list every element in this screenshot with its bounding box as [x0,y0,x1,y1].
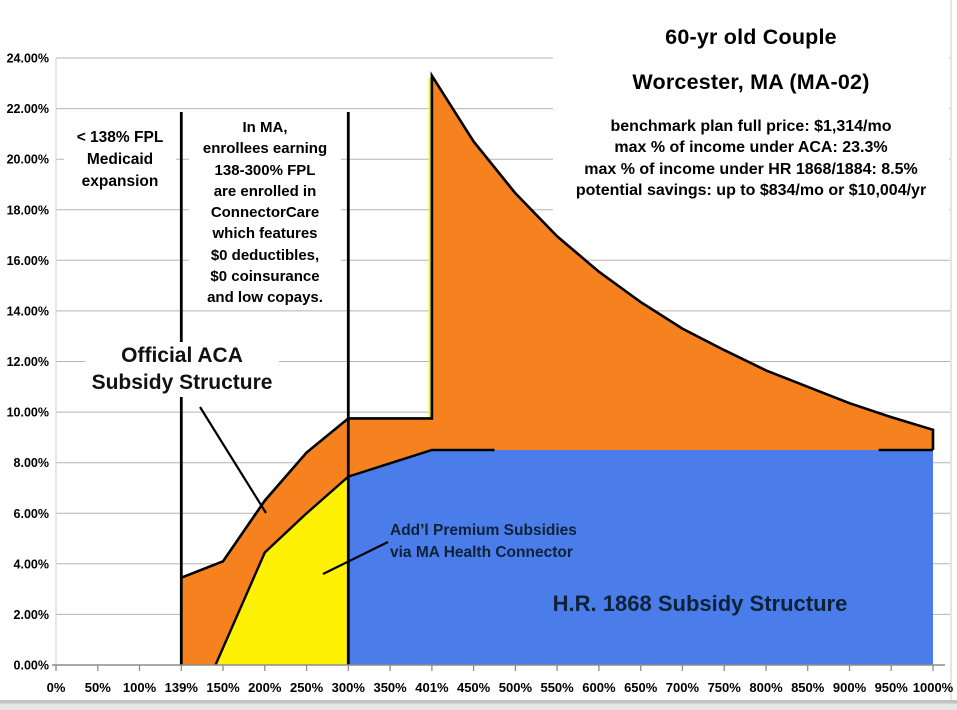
y-tick-label: 22.00% [7,102,49,116]
x-tick-label: 450% [457,680,491,695]
medicaid-expansion-note: < 138% FPL Medicaid expansion [64,127,176,193]
area-aca [181,75,934,665]
y-tick-label: 6.00% [14,507,49,521]
aca-leader-line [199,406,267,514]
x-tick-label: 150% [206,680,240,695]
x-tick-label: 401% [415,680,449,695]
chart-title-line1: 60-yr old Couple [665,25,837,49]
x-tick-label: 0% [47,680,66,695]
x-tick-label: 850% [791,680,825,695]
stroke-yellow-top [214,475,350,666]
bottom-band [0,700,957,704]
addl-leader-line [322,541,389,575]
y-tick-label: 4.00% [14,557,49,571]
aca-structure-label: Official ACA Subsidy Structure [85,342,279,397]
x-tick-label: 950% [875,680,909,695]
y-tick-label: 12.00% [7,355,49,369]
chart-title-block: 60-yr old Couple Worcester, MA (MA-02) b… [553,6,949,220]
x-tick-label: 700% [666,680,700,695]
x-tick-label: 1000% [913,680,954,695]
y-tick-label: 8.00% [14,456,49,470]
x-tick-label: 800% [749,680,783,695]
bottom-band-light [0,703,957,710]
stroke-aca-top [180,71,935,579]
x-tick-label: 600% [582,680,616,695]
chart-title-details: benchmark plan full price: $1,314/mo max… [575,118,927,199]
y-tick-label: 10.00% [7,406,49,420]
y-tick-label: 2.00% [14,608,49,622]
y-tick-label: 18.00% [7,203,49,217]
x-tick-label: 550% [540,680,574,695]
y-tick-label: 14.00% [7,304,49,318]
y-tick-label: 16.00% [7,254,49,268]
stroke-blue-top [347,448,495,478]
area-hr1868 [348,450,933,665]
x-tick-label: 139% [165,680,199,695]
y-tick-label: 20.00% [7,153,49,167]
area-ma-connector [215,476,349,665]
x-tick-label: 350% [373,680,407,695]
addl-premium-subsidies-label: Add’l Premium Subsidies via MA Health Co… [390,522,577,561]
x-tick-label: 300% [332,680,366,695]
x-tick-label: 650% [624,680,658,695]
hr1868-structure-label: H.R. 1868 Subsidy Structure [552,591,848,616]
x-tick-label: 900% [833,680,867,695]
y-tick-label: 0.00% [14,659,49,673]
chart-title-line2: Worcester, MA (MA-02) [632,70,870,95]
x-tick-label: 200% [248,680,282,695]
x-tick-label: 750% [708,680,742,695]
x-tick-label: 500% [499,680,533,695]
x-tick-label: 100% [123,680,157,695]
x-tick-label: 250% [290,680,324,695]
y-tick-label: 24.00% [7,52,49,66]
connectorcare-note: In MA, enrollees earning 138-300% FPL ar… [189,117,341,309]
x-tick-label: 50% [85,680,111,695]
